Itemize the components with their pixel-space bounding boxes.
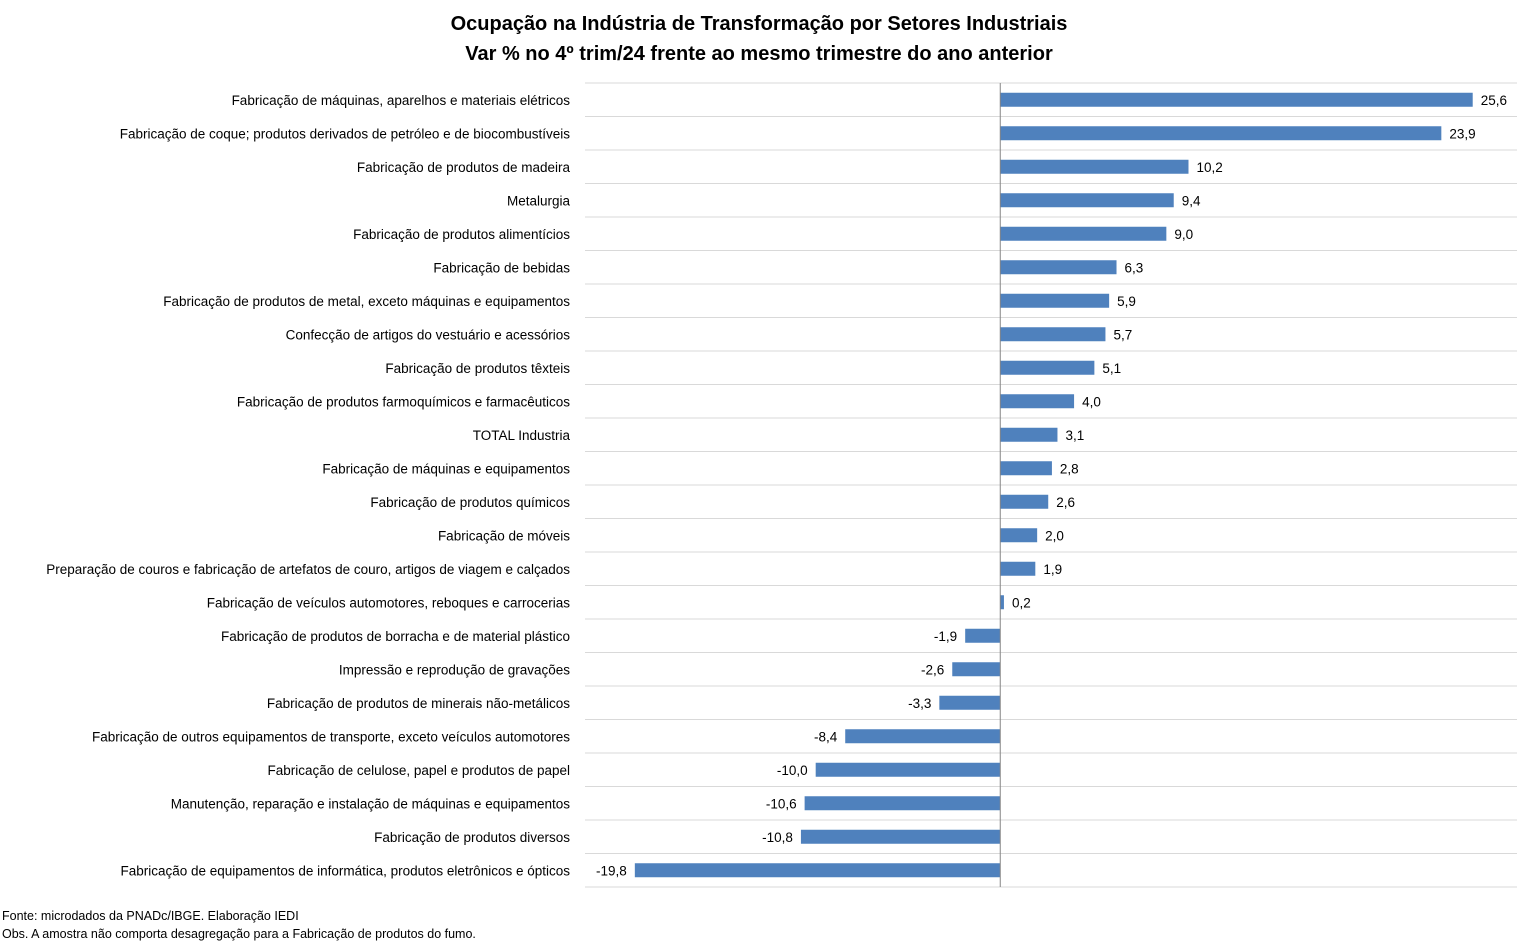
category-label: Fabricação de celulose, papel e produtos… [268,763,570,778]
category-label: Fabricação de outros equipamentos de tra… [92,729,570,744]
category-label: Fabricação de produtos farmoquímicos e f… [237,394,570,409]
data-label: 9,4 [1182,193,1201,208]
data-label: 3,1 [1065,428,1084,443]
bar [634,863,1001,878]
category-label: Fabricação de produtos de borracha e de … [221,629,570,644]
category-label: Fabricação de produtos químicos [370,495,570,510]
category-label: Fabricação de produtos de minerais não-m… [267,696,570,711]
bar [1000,494,1049,509]
data-label: 2,0 [1045,528,1064,543]
category-label: Preparação de couros e fabricação de art… [46,562,570,577]
category-label: Fabricação de produtos têxteis [385,361,570,376]
bar [939,695,1001,710]
bar [1000,461,1052,476]
category-label: Fabricação de máquinas e equipamentos [322,461,570,476]
data-label: -1,9 [934,629,957,644]
category-label: Fabricação de bebidas [433,260,570,275]
data-label: 2,8 [1060,461,1079,476]
bar [804,796,1001,811]
category-label: Impressão e reprodução de gravações [339,662,570,677]
observation-note: Obs. A amostra não comporta desagregação… [2,927,476,941]
data-label: 2,6 [1056,495,1075,510]
data-label: 23,9 [1449,126,1475,141]
bar [1000,528,1038,543]
category-label: Confecção de artigos do vestuário e aces… [286,327,571,342]
bar [1000,293,1110,308]
bar [952,662,1001,677]
bar [1000,260,1117,275]
data-label: -2,6 [921,662,944,677]
category-label: Fabricação de produtos de metal, exceto … [163,294,570,309]
bar [1000,595,1004,610]
data-label: 5,1 [1102,361,1121,376]
data-label: -8,4 [814,729,838,744]
category-label: Fabricação de máquinas, aparelhos e mate… [232,93,571,108]
category-label: TOTAL Industria [473,428,571,443]
data-label: 0,2 [1012,595,1031,610]
bar [1000,394,1075,409]
bar [1000,226,1167,241]
category-label: Fabricação de produtos diversos [374,830,570,845]
data-label: 25,6 [1481,93,1507,108]
bar [1000,427,1058,442]
data-label: -10,6 [766,796,797,811]
bar [800,829,1001,844]
category-label: Fabricação de coque; produtos derivados … [120,126,571,141]
category-label: Fabricação de equipamentos de informátic… [120,863,570,878]
data-label: 5,9 [1117,294,1136,309]
bar [845,729,1001,744]
bar [815,762,1001,777]
data-label: 1,9 [1043,562,1062,577]
data-label: 6,3 [1125,260,1144,275]
bar [1000,159,1189,174]
data-label: 4,0 [1082,394,1101,409]
data-label: 5,7 [1113,327,1132,342]
data-label: 9,0 [1174,227,1193,242]
category-label: Fabricação de veículos automotores, rebo… [207,595,570,610]
category-label: Fabricação de produtos alimentícios [353,227,570,242]
bar [1000,360,1095,375]
chart-subtitle: Var % no 4º trim/24 frente ao mesmo trim… [465,43,1053,65]
bar [965,628,1001,643]
bar [1000,92,1473,107]
category-label: Manutenção, reparação e instalação de má… [171,796,571,811]
category-label: Fabricação de móveis [438,528,570,543]
data-label: 10,2 [1196,160,1222,175]
source-note: Fonte: microdados da PNADc/IBGE. Elabora… [2,909,299,923]
category-label: Metalurgia [507,193,571,208]
chart-title: Ocupação na Indústria de Transformação p… [450,13,1068,35]
bar [1000,126,1442,141]
data-label: -10,8 [762,830,793,845]
data-label: -10,0 [777,763,808,778]
data-label: -19,8 [596,863,627,878]
bar [1000,561,1036,576]
bar [1000,193,1174,208]
category-label: Fabricação de produtos de madeira [357,160,571,175]
bar [1000,327,1106,342]
data-label: -3,3 [908,696,931,711]
